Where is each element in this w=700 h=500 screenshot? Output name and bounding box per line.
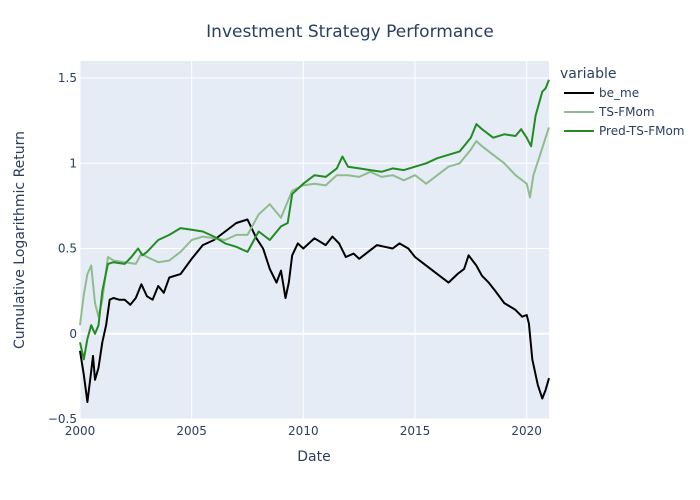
y-tick-label: 1 [69, 156, 77, 170]
legend-item[interactable]: Pred-TS-FMom [564, 124, 685, 138]
series-lines [79, 79, 550, 403]
x-tick-label: 2005 [176, 424, 207, 438]
x-tick-label: 2000 [65, 424, 96, 438]
x-tick-label: 2010 [288, 424, 319, 438]
series-line-pred-ts-fmom [79, 79, 550, 361]
x-tick-label: 2015 [400, 424, 431, 438]
legend-title: variable [560, 66, 616, 82]
y-tick-label: −0.5 [48, 412, 77, 426]
legend-label: be_me [599, 86, 639, 100]
legend-label: TS-FMom [598, 105, 655, 119]
y-tick-labels: −0.5 0 0.5 1 1.5 [48, 71, 77, 426]
series-line-ts-fmom [79, 127, 550, 326]
x-tick-label: 2020 [511, 424, 542, 438]
series-line-be-me [79, 218, 550, 403]
legend-item[interactable]: be_me [564, 86, 639, 100]
x-tick-labels: 2000 2005 2010 2015 2020 [65, 424, 542, 438]
y-axis-title: Cumulative Logarithmic Return [12, 131, 28, 349]
plot-area [80, 61, 549, 419]
y-tick-label: 0.5 [58, 242, 77, 256]
legend-item[interactable]: TS-FMom [564, 105, 655, 119]
legend[interactable]: variable be_me TS-FMom Pred-TS-FMom [560, 66, 685, 138]
y-gridlines [80, 77, 549, 420]
legend-label: Pred-TS-FMom [599, 124, 685, 138]
chart-title: Investment Strategy Performance [206, 22, 494, 42]
x-axis-title: Date [297, 449, 330, 465]
y-tick-label: 1.5 [58, 71, 77, 85]
y-tick-label: 0 [69, 327, 77, 341]
